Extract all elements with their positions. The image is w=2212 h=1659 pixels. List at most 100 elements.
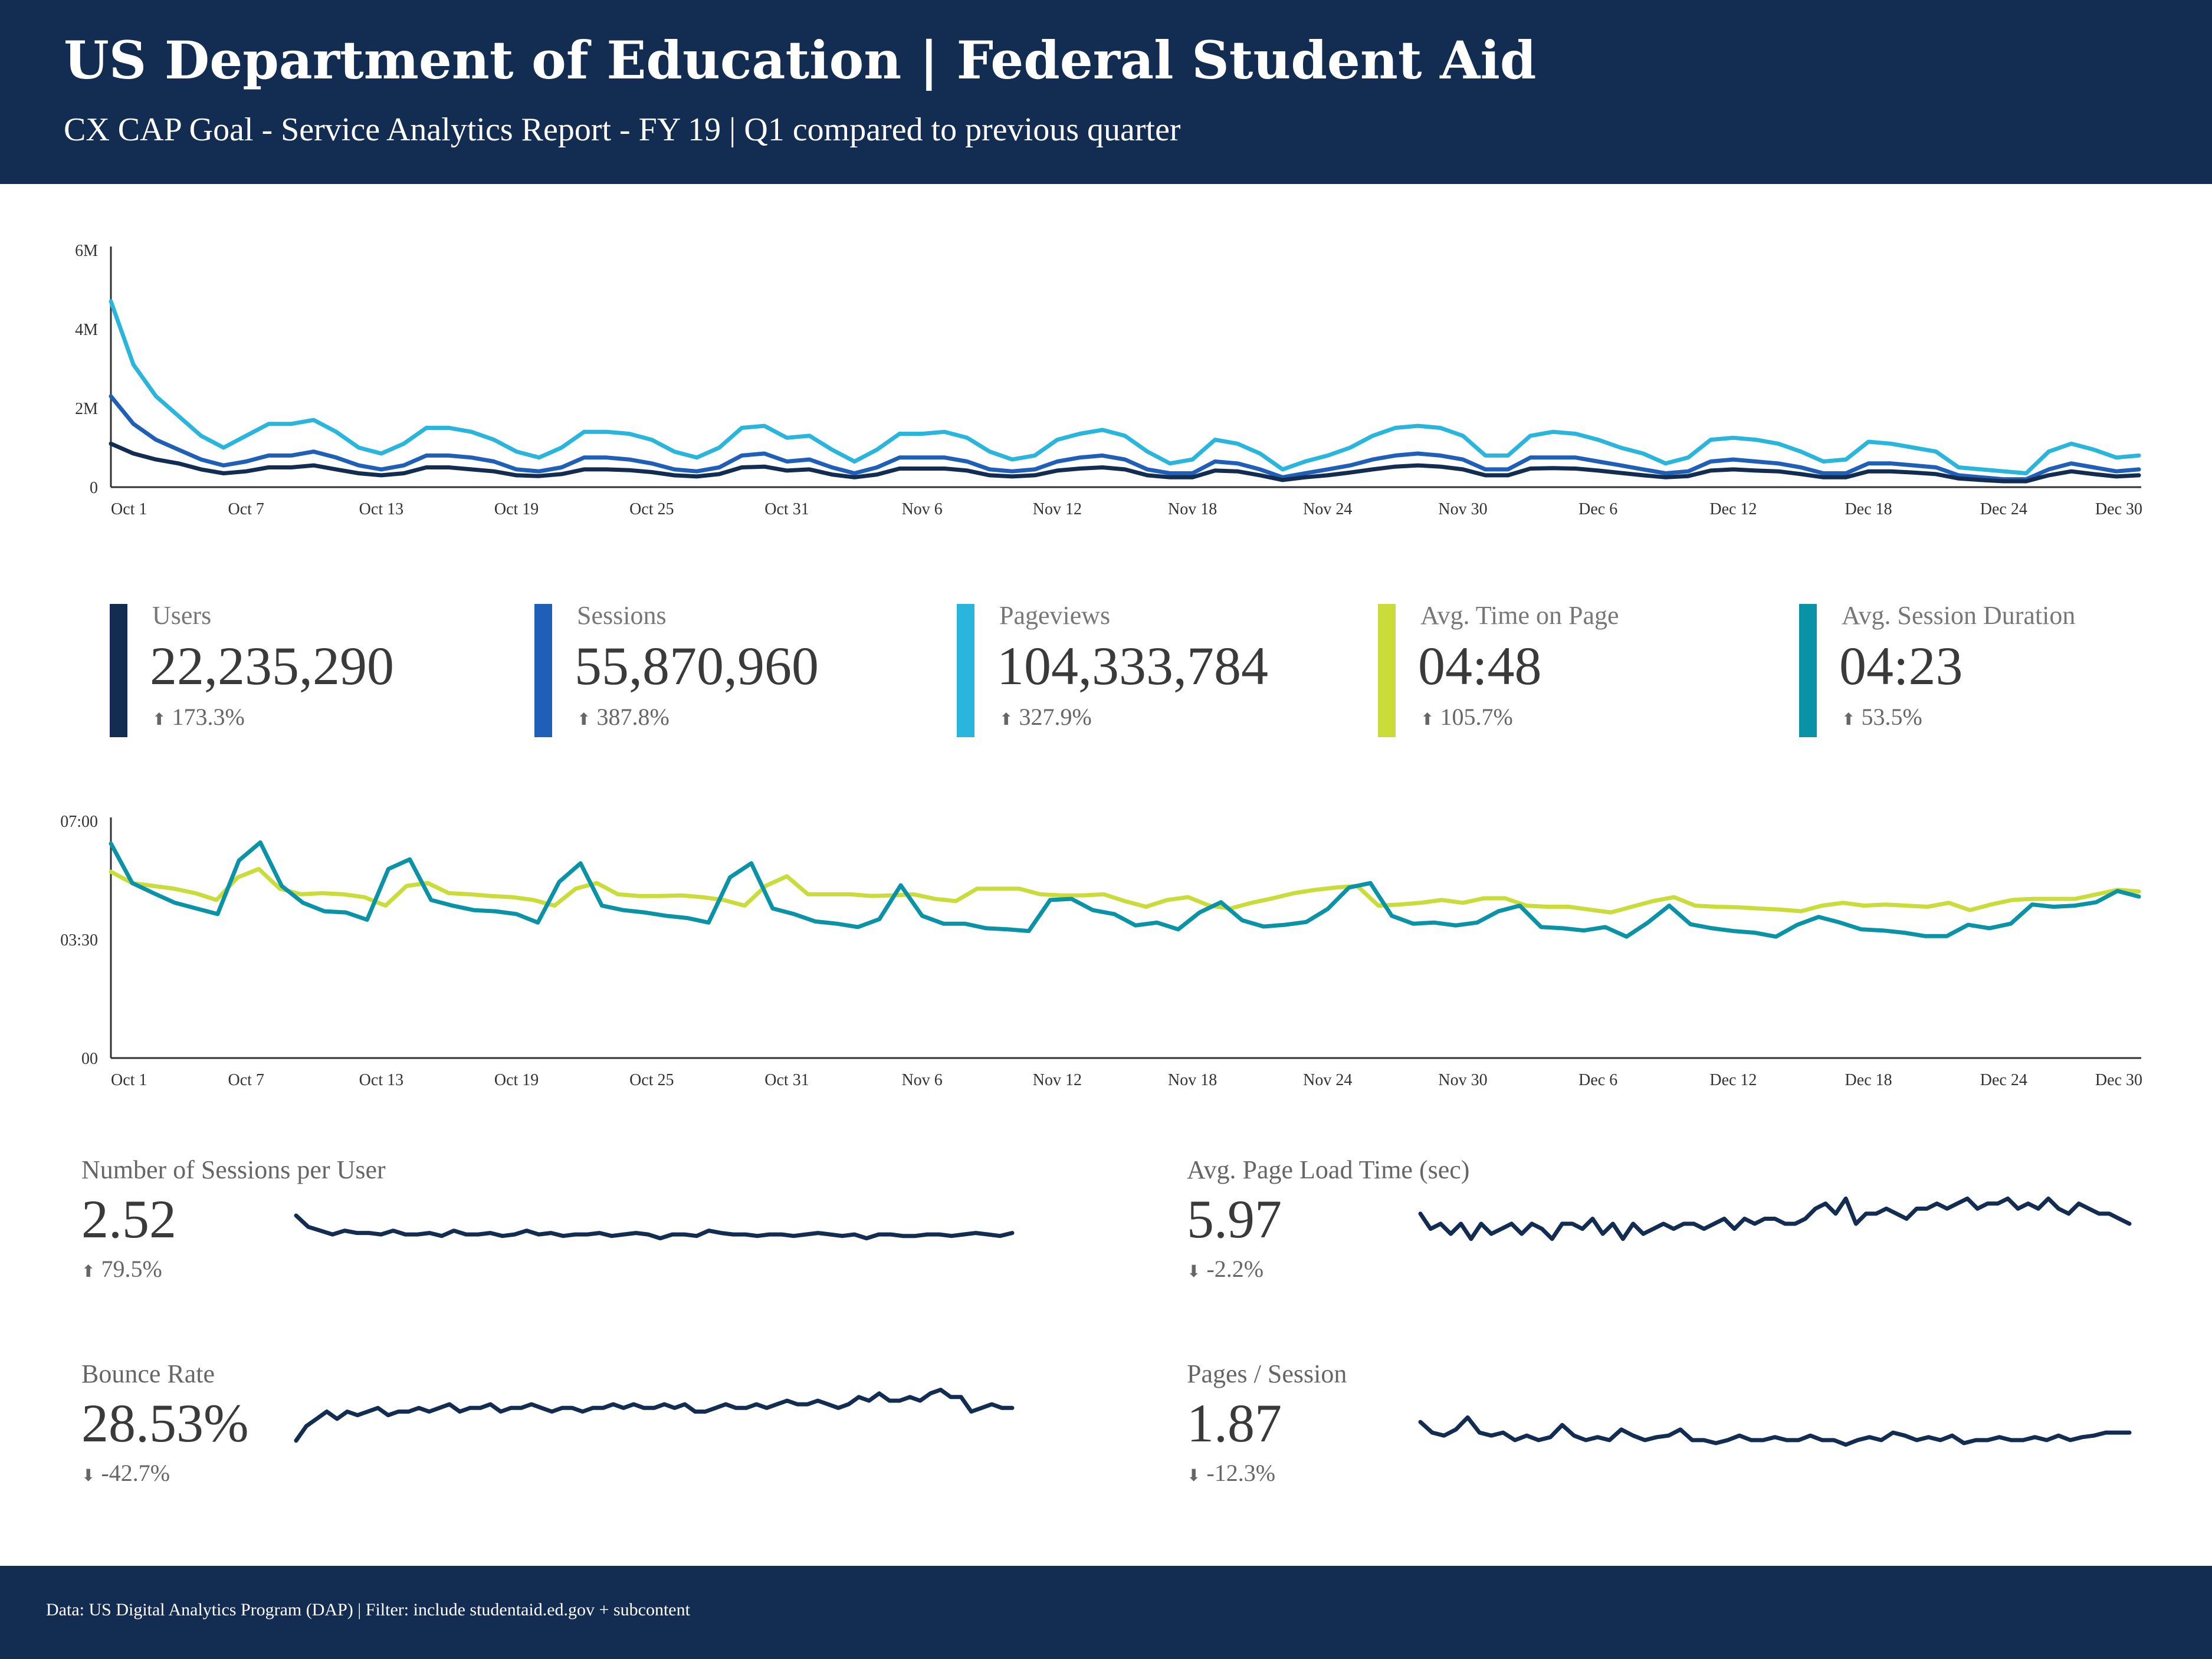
kpi-avg-time-on-page-change-value: 105.7% (1440, 704, 1513, 730)
kpi-sessions-value: 55,870,960 (575, 636, 819, 696)
x-tick-label: Dec 30 (2095, 1071, 2142, 1089)
series-line-sessions (109, 394, 2141, 482)
metric-bounce-rate-label: Bounce Rate (81, 1359, 215, 1388)
kpi-avg-time-on-page-change: ⬆ 105.7% (1420, 703, 1513, 731)
kpi-sessions-color-bar (534, 604, 552, 737)
metric-pages-per-session-value: 1.87 (1187, 1393, 1282, 1453)
x-tick-label: Oct 1 (111, 1071, 147, 1089)
x-tick-label: Oct 1 (111, 500, 147, 518)
metric-pages-per-session-change: ⬇ -12.3% (1187, 1459, 1275, 1487)
footer-source-note: Data: US Digital Analytics Program (DAP)… (46, 1600, 690, 1619)
arrow-up-icon: ⬆ (1842, 709, 1856, 729)
arrow-down-icon: ⬇ (81, 1466, 96, 1485)
arrow-up-icon: ⬆ (81, 1262, 96, 1281)
y-tick-label: 2M (75, 400, 98, 418)
y-tick-label: 00 (81, 1050, 98, 1068)
x-tick-label: Oct 13 (359, 500, 403, 518)
x-tick-label: Nov 18 (1168, 500, 1217, 518)
header-banner: US Department of Education | Federal Stu… (0, 0, 2212, 184)
series-line-users (109, 441, 2141, 484)
arrow-down-icon: ⬇ (1187, 1466, 1201, 1485)
metric-page-load-time-value: 5.97 (1187, 1189, 1282, 1249)
metric-pages-per-session-label: Pages / Session (1187, 1359, 1347, 1388)
x-tick-label: Nov 12 (1033, 1071, 1082, 1089)
x-tick-label: Oct 25 (629, 1071, 674, 1089)
metric-sessions-per-user-change-value: 79.5% (101, 1256, 162, 1282)
arrow-up-icon: ⬆ (1420, 709, 1435, 729)
arrow-up-icon: ⬆ (999, 709, 1013, 729)
kpi-avg-session-duration-color-bar (1799, 604, 1817, 737)
metric-page-load-time-label: Avg. Page Load Time (sec) (1187, 1155, 1470, 1184)
x-tick-label: Dec 12 (1709, 1071, 1757, 1089)
metric-bounce-rate-change: ⬇ -42.7% (81, 1459, 170, 1487)
metric-bounce-rate-value: 28.53% (81, 1393, 249, 1453)
kpi-pageviews-color-bar (957, 604, 974, 737)
y-tick-label: 6M (75, 242, 98, 260)
kpi-avg-session-duration-label: Avg. Session Duration (1842, 601, 2076, 630)
kpi-users-label: Users (152, 601, 212, 630)
x-tick-label: Nov 24 (1303, 1071, 1352, 1089)
arrow-down-icon: ⬇ (1187, 1262, 1201, 1281)
x-tick-label: Oct 19 (494, 500, 539, 518)
kpi-avg-session-duration-change-value: 53.5% (1861, 704, 1922, 730)
x-tick-label: Dec 24 (1980, 500, 2027, 518)
x-tick-label: Nov 12 (1033, 500, 1082, 518)
x-tick-label: Oct 13 (359, 1071, 403, 1089)
x-tick-label: Nov 24 (1303, 500, 1352, 518)
sparkline-pages-per-session (1418, 1415, 2132, 1447)
kpi-pageviews-label: Pageviews (999, 601, 1111, 630)
x-tick-label: Nov 6 (902, 500, 943, 518)
page-title: US Department of Education | Federal Stu… (64, 29, 1537, 91)
series-line-pageviews (109, 299, 2141, 475)
kpi-avg-time-on-page-label: Avg. Time on Page (1420, 601, 1619, 630)
arrow-up-icon: ⬆ (577, 709, 591, 729)
kpi-users-value: 22,235,290 (150, 636, 394, 696)
arrow-up-icon: ⬆ (152, 709, 166, 729)
metric-sessions-per-user-value: 2.52 (81, 1189, 176, 1249)
kpi-pageviews-change-value: 327.9% (1019, 704, 1092, 730)
x-tick-label: Dec 12 (1709, 500, 1757, 518)
x-tick-label: Dec 30 (2095, 500, 2142, 518)
x-tick-label: Oct 31 (764, 1071, 809, 1089)
y-tick-label: 07:00 (60, 813, 98, 831)
kpi-sessions-label: Sessions (577, 601, 667, 630)
x-tick-label: Dec 18 (1845, 1071, 1892, 1089)
sparkline-sessions-per-user (294, 1213, 1015, 1241)
x-tick-label: Dec 6 (1578, 500, 1617, 518)
kpi-avg-time-on-page-value: 04:48 (1418, 636, 1542, 696)
metric-page-load-time-change: ⬇ -2.2% (1187, 1255, 1263, 1283)
x-tick-label: Dec 18 (1845, 500, 1892, 518)
footer-banner: Data: US Digital Analytics Program (DAP)… (0, 1566, 2212, 1659)
sparkline-page-load-time (1418, 1196, 2132, 1241)
y-tick-label: 4M (75, 321, 98, 339)
x-tick-label: Oct 19 (494, 1071, 539, 1089)
kpi-users-change: ⬆ 173.3% (152, 703, 245, 731)
kpi-pageviews-value: 104,333,784 (997, 636, 1268, 696)
x-tick-label: Oct 7 (228, 500, 264, 518)
kpi-sessions-change-value: 387.8% (596, 704, 669, 730)
metric-bounce-rate-change-value: -42.7% (101, 1460, 170, 1486)
sparkline-bounce-rate (294, 1388, 1015, 1443)
x-tick-label: Nov 30 (1438, 1071, 1487, 1089)
kpi-avg-session-duration-change: ⬆ 53.5% (1842, 703, 1922, 731)
kpi-pageviews-change: ⬆ 327.9% (999, 703, 1092, 731)
metric-sessions-per-user-label: Number of Sessions per User (81, 1155, 386, 1184)
metric-sessions-per-user-change: ⬆ 79.5% (81, 1255, 162, 1283)
x-tick-label: Dec 24 (1980, 1071, 2027, 1089)
series-line-avg-session-duration (109, 840, 2141, 939)
x-tick-label: Oct 25 (629, 500, 674, 518)
series-line-avg-time-on-page (109, 866, 2141, 915)
kpi-avg-session-duration-value: 04:23 (1839, 636, 1963, 696)
x-tick-label: Dec 6 (1578, 1071, 1617, 1089)
kpi-avg-time-on-page-color-bar (1378, 604, 1396, 737)
x-tick-label: Nov 6 (902, 1071, 943, 1089)
kpi-users-change-value: 173.3% (172, 704, 245, 730)
kpi-sessions-change: ⬆ 387.8% (577, 703, 669, 731)
y-tick-label: 0 (90, 479, 98, 497)
y-tick-label: 03:30 (60, 931, 98, 950)
x-tick-label: Nov 30 (1438, 500, 1487, 518)
x-tick-label: Nov 18 (1168, 1071, 1217, 1089)
metric-pages-per-session-change-value: -12.3% (1206, 1460, 1276, 1486)
metric-page-load-time-change-value: -2.2% (1206, 1256, 1264, 1282)
